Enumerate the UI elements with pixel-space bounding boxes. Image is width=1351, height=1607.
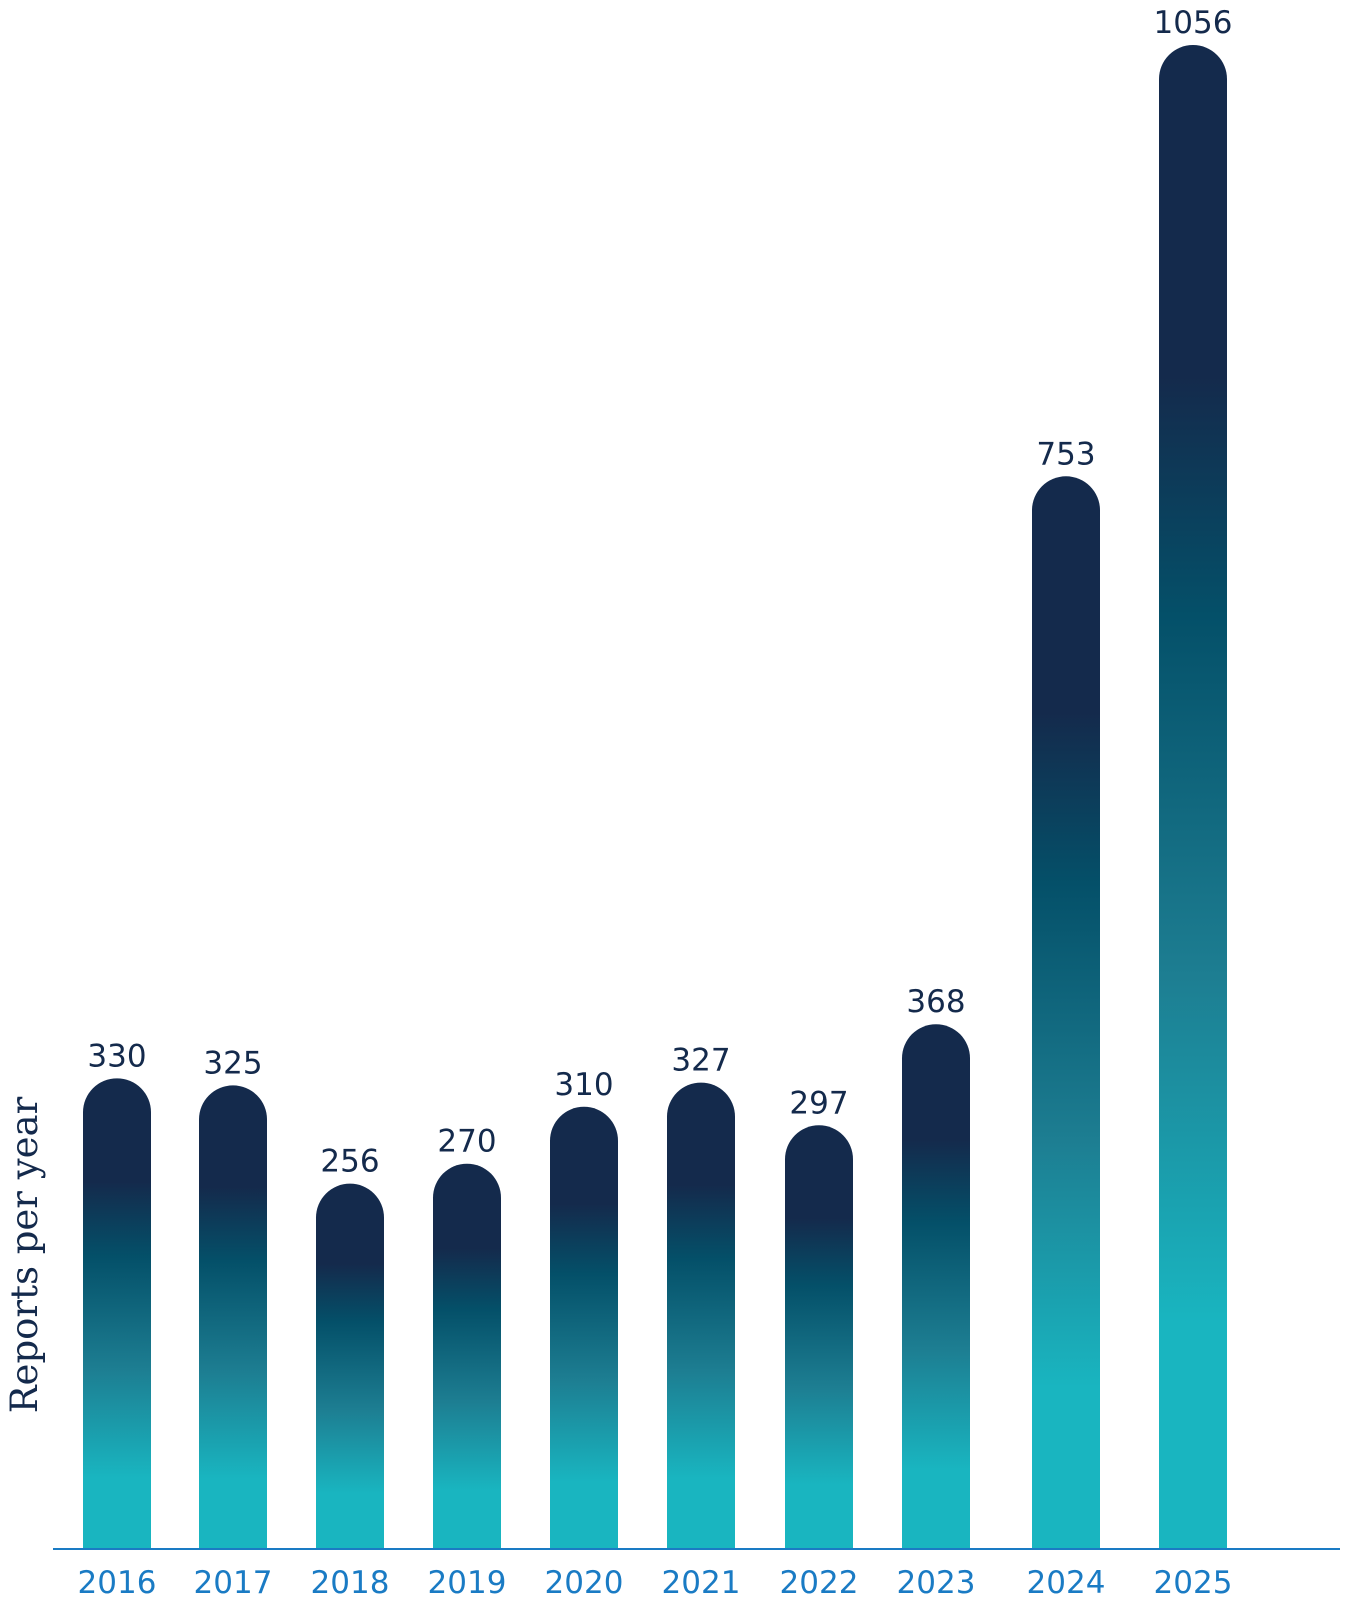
value-label-2024: 753 [1036,436,1095,472]
x-tick-label-2025: 2025 [1154,1565,1233,1601]
x-tick-label-2023: 2023 [897,1565,976,1601]
x-tick-label-2016: 2016 [78,1565,157,1601]
value-label-2020: 310 [554,1067,613,1103]
bars-group [83,45,1227,1549]
bar-2019 [433,1163,501,1548]
x-tick-label-2024: 2024 [1027,1565,1106,1601]
bar-2022 [785,1125,853,1548]
x-tick-label-2018: 2018 [311,1565,390,1601]
y-axis-title: Reports per year [3,1096,46,1413]
value-label-2025: 1056 [1154,5,1233,41]
x-tick-label-2020: 2020 [545,1565,624,1601]
value-label-2019: 270 [437,1124,496,1160]
x-tick-label-2017: 2017 [194,1565,273,1601]
value-labels-group: 330 325 256 270 310 327 297 368 753 1056 [87,5,1232,1180]
value-label-2017: 325 [203,1045,262,1081]
bar-2025 [1159,45,1227,1548]
x-tick-label-2019: 2019 [428,1565,507,1601]
bar-2017 [199,1085,267,1548]
x-tick-label-2021: 2021 [662,1565,741,1601]
value-label-2022: 297 [789,1085,848,1121]
value-label-2021: 327 [671,1043,730,1079]
x-tick-label-2022: 2022 [780,1565,859,1601]
value-label-2018: 256 [320,1144,379,1180]
bar-2018 [316,1183,384,1548]
value-label-2016: 330 [87,1038,146,1074]
bar-2024 [1032,476,1100,1549]
bar-2023 [902,1024,970,1548]
bar-2021 [667,1082,735,1548]
x-tick-labels: 2016 2017 2018 2019 2020 2021 2022 2023 2024 2025 [78,1565,1233,1601]
bar-2020 [550,1106,618,1548]
bar-2016 [83,1078,151,1548]
value-label-2023: 368 [906,984,965,1020]
